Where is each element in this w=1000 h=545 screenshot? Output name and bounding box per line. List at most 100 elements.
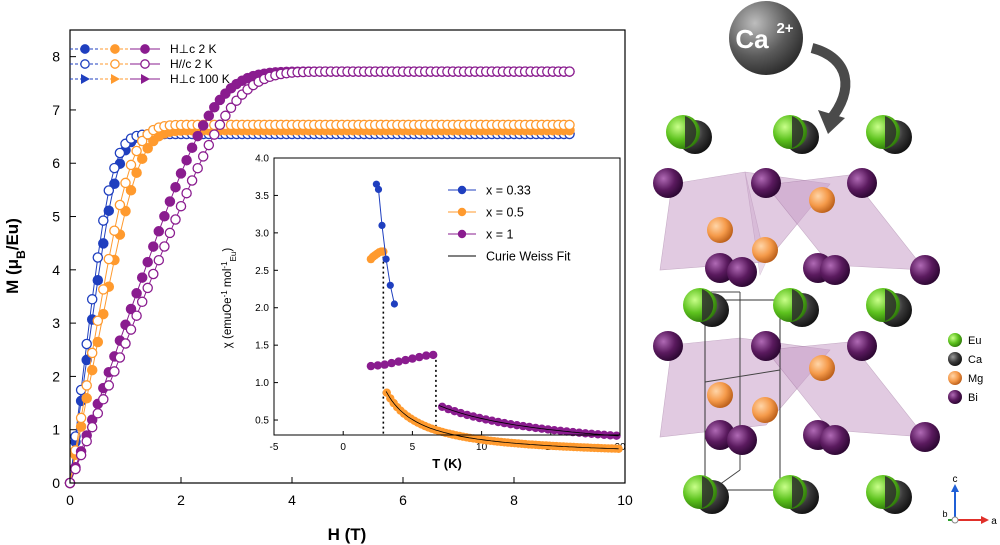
inset-legend-label: x = 0.5 [486, 206, 524, 220]
main-data-point [142, 143, 153, 154]
main-x-tick-label: 4 [288, 492, 296, 508]
insertion-arrow-head [818, 110, 845, 134]
main-data-point [103, 205, 115, 216]
legend-label: H⊥c 100 K [170, 72, 230, 86]
inset-legend-marker [457, 185, 467, 195]
main-data-point [203, 110, 215, 122]
main-data-point [120, 177, 131, 189]
main-data-point [220, 110, 231, 122]
mg-atom [707, 382, 733, 408]
axes-triad: c a b [942, 474, 997, 527]
c-axis-arrow [951, 484, 959, 492]
ca-half [885, 116, 897, 148]
main-data-point [109, 366, 120, 377]
crystal-lattice [653, 115, 940, 514]
main-y-tick-label: 4 [52, 262, 60, 278]
mg-atom [707, 217, 733, 243]
main-data-point [225, 102, 237, 114]
inset-x-tick-label: -5 [270, 442, 279, 453]
inset-legend-label: x = 1 [486, 228, 513, 242]
main-data-point [92, 336, 104, 348]
main-data-point [192, 130, 203, 142]
bi-atom [847, 168, 877, 198]
main-y-tick-label: 2 [52, 368, 60, 384]
main-data-point [92, 252, 104, 263]
main-data-point [159, 211, 170, 222]
main-data-point [131, 310, 142, 321]
element-legend-label: Mg [968, 373, 983, 385]
main-data-point [136, 272, 148, 283]
inset-y-tick-label: 3.0 [255, 228, 269, 239]
inset-data-point [422, 351, 431, 360]
legend-marker [140, 44, 150, 54]
bi-atom [727, 425, 757, 455]
main-data-point [114, 199, 126, 211]
inset-data-point [429, 350, 438, 360]
main-data-point [181, 187, 192, 199]
unit-cell-edge [704, 369, 781, 383]
main-data-point [70, 463, 81, 475]
main-data-point [153, 226, 165, 237]
inset-data-point [390, 300, 398, 308]
bi-atom [727, 257, 757, 287]
main-data-point [564, 119, 575, 131]
main-data-point [125, 185, 137, 196]
element-legend-label: Ca [968, 354, 983, 366]
main-data-point [159, 241, 170, 252]
inset-legend-label: Curie Weiss Fit [486, 250, 571, 264]
inset-y-tick-label: 2.0 [255, 303, 269, 314]
inset-data-point [366, 361, 376, 371]
bi-atom [751, 331, 781, 361]
mg-atom [809, 355, 835, 381]
inset-y-tick-label: 2.5 [255, 266, 269, 277]
main-data-point [197, 151, 209, 162]
inset-y-tick-label: 3.5 [255, 191, 269, 202]
main-data-point [125, 303, 137, 315]
ion-label: Ca [735, 24, 769, 54]
main-data-point [75, 449, 87, 461]
inset-x-tick-label: 0 [340, 442, 346, 453]
bi-atom [820, 425, 850, 455]
inset-x-tick-label: 5 [410, 442, 416, 453]
bi-legend-swatch [948, 390, 962, 404]
main-data-point [109, 225, 120, 236]
main-data-point [175, 168, 187, 179]
a-axis-label: a [991, 516, 997, 527]
mg-atom [752, 397, 778, 423]
main-data-point [148, 268, 159, 280]
inset-y-axis-label: χ (emuOe-1 mol-1Eu) [220, 248, 238, 349]
legend-marker [81, 74, 90, 84]
inset-y-tick-label: 1.5 [255, 341, 269, 352]
inset-legend-label: x = 0.33 [486, 184, 531, 198]
inset-data-point [373, 361, 382, 370]
eu-legend-swatch [948, 333, 962, 347]
inset-data-point [387, 358, 396, 368]
inset-series-x=0.5 [366, 247, 623, 453]
main-data-point [98, 394, 109, 405]
bi-atom [820, 255, 850, 285]
main-data-point [114, 352, 126, 363]
main-plot: 0 2 4 6 8 10 0 1 2 3 4 5 6 7 8 H (T) M (μB/Eu) H⊥c 2 K… [3, 29, 633, 544]
main-data-point [98, 215, 109, 226]
main-data-point [75, 421, 87, 432]
inset-legend-marker [457, 229, 467, 239]
main-data-point [186, 142, 198, 153]
legend-marker [80, 44, 90, 54]
main-data-point [136, 153, 148, 164]
main-plot-frame [69, 29, 626, 484]
inset-y-tick-label: 0.5 [255, 416, 269, 427]
main-plot-y-axis-label: M (μB/Eu) [3, 218, 28, 294]
curie-weiss-fit-line [438, 405, 619, 437]
inset-data-point [378, 221, 386, 229]
inset-series-x033 [372, 180, 398, 308]
main-data-point [164, 196, 176, 207]
bi-atom [910, 422, 940, 452]
main-series-x=1-open [64, 66, 575, 489]
mg-atom [809, 187, 835, 213]
main-data-point [81, 380, 92, 391]
main-plot-series [64, 66, 575, 489]
axes-origin [951, 516, 959, 524]
inset-plot-legend: x = 0.33 x = 0.5 x = 1 Curie Weiss Fit [448, 184, 571, 264]
main-data-point [142, 256, 153, 268]
